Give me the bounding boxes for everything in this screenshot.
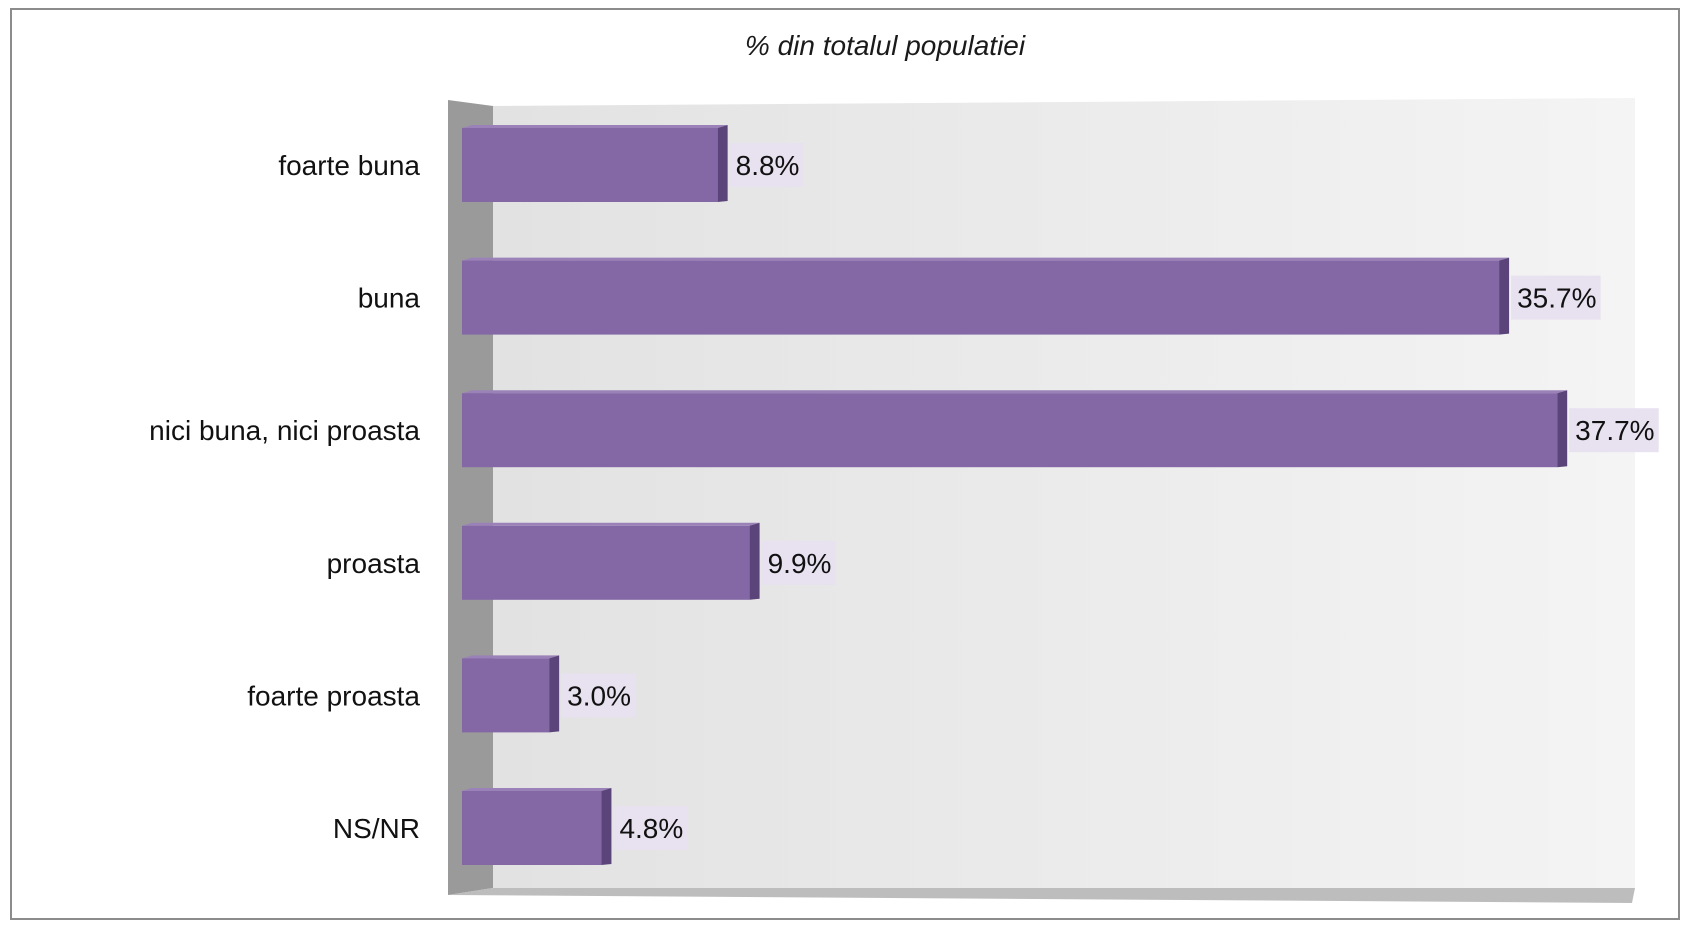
bar-top-face: [462, 257, 1510, 261]
side-wall: [448, 100, 493, 895]
back-wall: [493, 98, 1635, 888]
value-label: 3.0%: [567, 680, 631, 711]
bar: [462, 658, 550, 733]
bar-top-face: [462, 522, 760, 526]
value-label-bg: [613, 806, 688, 850]
bars-group: foarte buna 8.8% buna 35.7% nici buna, nici …: [149, 125, 1659, 865]
category-label: nici buna, nici proasta: [149, 415, 420, 446]
bar-side-face: [717, 125, 728, 202]
chart-title: % din totalul populatiei: [745, 30, 1026, 61]
value-label: 37.7%: [1575, 415, 1654, 446]
bar-row: foarte proasta 3.0%: [247, 655, 636, 733]
bar-side-face: [549, 655, 560, 733]
category-label: buna: [358, 283, 421, 314]
bar: [462, 128, 718, 202]
value-label-bg: [1569, 408, 1659, 453]
bar-row: nici buna, nici proasta 37.7%: [149, 390, 1659, 468]
bar-top-face: [462, 788, 612, 791]
category-label: foarte buna: [278, 150, 420, 181]
bar-row: foarte buna 8.8%: [278, 125, 804, 202]
bar-side-face: [1499, 257, 1510, 335]
bar-top-face: [462, 655, 560, 659]
category-label: foarte proasta: [247, 680, 420, 711]
value-label: 35.7%: [1517, 283, 1596, 314]
value-label: 9.9%: [768, 548, 832, 579]
bar-row: proasta 9.9%: [327, 522, 836, 600]
bar-row: NS/NR 4.8%: [333, 788, 688, 865]
value-label-bg: [1511, 275, 1601, 320]
bar-side-face: [601, 788, 612, 865]
plot-area: [448, 98, 1635, 903]
bar: [462, 260, 1500, 335]
value-label-bg: [729, 143, 804, 187]
value-label-bg: [561, 673, 636, 718]
bar-top-face: [462, 125, 728, 128]
value-label: 4.8%: [619, 813, 683, 844]
bar: [462, 525, 750, 600]
value-label: 8.8%: [736, 150, 800, 181]
bar: [462, 393, 1558, 468]
category-label: NS/NR: [333, 813, 420, 844]
bar-side-face: [749, 522, 760, 600]
bar: [462, 791, 602, 865]
floor: [448, 888, 1635, 903]
bar-top-face: [462, 390, 1568, 394]
category-label: proasta: [327, 548, 421, 579]
bar-row: buna 35.7%: [358, 257, 1601, 335]
bar-side-face: [1557, 390, 1568, 468]
value-label-bg: [761, 540, 836, 585]
